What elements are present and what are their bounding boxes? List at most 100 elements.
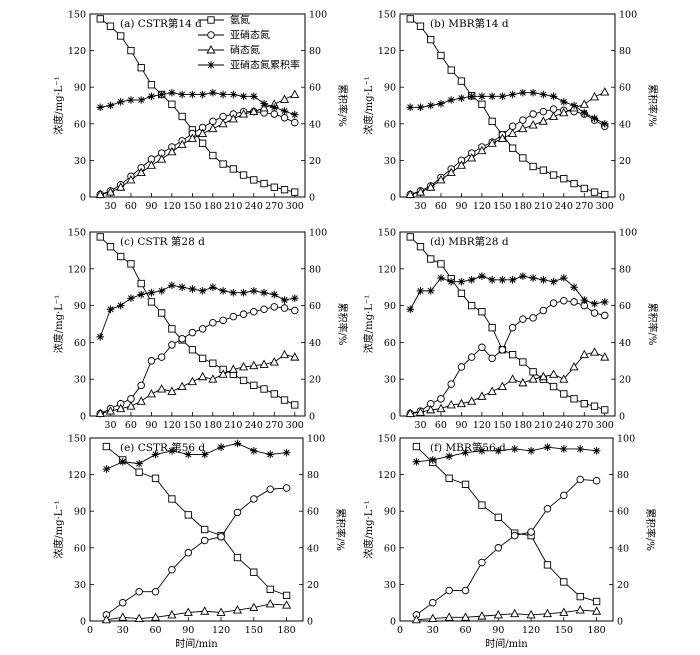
data-point-nitrite — [494, 544, 503, 552]
series-ammonia — [96, 233, 299, 409]
series-nitrate — [405, 87, 610, 199]
legend-label: 亚硝态氮 — [230, 29, 270, 42]
data-point-nitrate — [589, 92, 600, 101]
data-point-accumulation — [510, 445, 519, 453]
y2-tick-label: 40 — [619, 338, 631, 349]
data-point-nitrate — [200, 606, 210, 615]
data-point-nitrate — [456, 160, 466, 169]
data-point-ammonia — [151, 474, 160, 482]
y2-axis-label: 累积率/% — [646, 84, 659, 127]
data-point-nitrite — [592, 476, 601, 485]
x-tick-label: 0 — [397, 625, 403, 636]
data-point-accumulation — [570, 283, 578, 291]
x-tick-label: 90 — [145, 420, 157, 431]
data-point-nitrate — [167, 146, 177, 156]
data-point-ammonia — [570, 395, 578, 403]
y-tick-label: 30 — [74, 580, 86, 591]
data-point-accumulation — [600, 298, 609, 306]
data-point-accumulation — [282, 448, 291, 457]
data-point-nitrite — [539, 306, 548, 315]
data-point-nitrate — [157, 154, 167, 163]
x-tick-label: 120 — [212, 625, 230, 636]
data-point-nitrite — [119, 598, 127, 607]
data-point-accumulation — [590, 299, 599, 308]
data-point-nitrate — [518, 123, 528, 133]
data-point-nitrate — [177, 381, 187, 391]
y2-tick-label: 20 — [309, 375, 321, 386]
data-point-ammonia — [447, 66, 455, 74]
plot-frame — [89, 13, 306, 198]
data-point-nitrate — [508, 374, 518, 383]
y-tick-label: 90 — [384, 83, 396, 94]
data-point-ammonia — [147, 298, 156, 306]
panel-f: 0 30 60 90 120 150 180 0 30 60 90 120 150 0 20 40 60 80 10… — [362, 434, 657, 651]
data-point-ammonia — [280, 186, 289, 194]
y2-tick-label: 0 — [619, 193, 625, 204]
x-tick-label: 60 — [125, 201, 137, 212]
y2-axis-label: 累积率/% — [336, 303, 349, 346]
data-point-nitrite — [168, 341, 176, 349]
x-tick-label: 90 — [182, 625, 194, 636]
data-point-accumulation — [106, 305, 115, 314]
y-tick-label: 30 — [74, 156, 86, 167]
data-point-accumulation — [168, 281, 176, 290]
data-point-nitrate — [290, 352, 300, 361]
data-point-nitrite — [250, 495, 258, 503]
data-point-nitrate — [146, 388, 156, 398]
data-point-nitrate — [290, 89, 300, 98]
series-nitrate — [101, 598, 292, 624]
series-nitrate — [95, 349, 300, 417]
data-point-accumulation — [488, 276, 496, 284]
data-point-nitrate — [259, 359, 269, 368]
x-tick-label: 180 — [278, 625, 296, 636]
data-point-accumulation — [445, 452, 453, 461]
legend-marker-nitrate — [206, 45, 216, 54]
data-point-nitrite — [437, 395, 445, 403]
data-point-accumulation — [508, 276, 517, 284]
legend-label: 亚硝态氮累积率 — [230, 59, 300, 72]
x-tick-label: 150 — [245, 625, 263, 636]
y2-tick-label: 100 — [309, 10, 327, 21]
data-point-nitrite — [467, 353, 476, 361]
data-point-nitrate — [446, 400, 456, 409]
data-point-ammonia — [560, 390, 568, 398]
plot-frame — [399, 13, 616, 198]
panel-a: 30 60 90 120 150 180 210 240 270 3000306090120150… — [52, 10, 349, 213]
data-point-accumulation — [447, 277, 455, 286]
data-point-accumulation — [127, 96, 135, 104]
data-point-nitrate — [218, 369, 228, 378]
data-point-nitrite — [239, 310, 248, 318]
data-point-nitrite — [488, 354, 496, 363]
data-point-ammonia — [291, 188, 299, 196]
data-point-nitrite — [219, 112, 227, 121]
y-tick-label: 90 — [384, 507, 396, 518]
data-point-nitrate — [549, 111, 559, 120]
y2-tick-label: 100 — [617, 434, 635, 445]
data-point-ammonia — [233, 553, 242, 562]
legend-marker-nitrite — [207, 31, 215, 39]
data-point-ammonia — [576, 592, 584, 601]
data-point-accumulation — [188, 90, 197, 99]
data-point-accumulation — [106, 101, 115, 110]
data-point-ammonia — [457, 289, 466, 297]
data-point-nitrate — [487, 386, 497, 395]
data-point-nitrate — [542, 608, 553, 618]
plot-frame — [89, 437, 304, 622]
data-point-accumulation — [412, 457, 421, 466]
y-tick-label: 150 — [378, 10, 396, 21]
data-point-nitrate — [477, 145, 487, 155]
data-point-ammonia — [127, 46, 135, 55]
data-point-accumulation — [447, 96, 455, 104]
x-tick-label: 180 — [514, 201, 532, 212]
data-point-nitrite — [498, 346, 507, 354]
data-point-nitrate — [589, 347, 600, 356]
x-tick-label: 30 — [104, 201, 116, 212]
y-tick-label: 90 — [384, 301, 396, 312]
y-tick-label: 60 — [74, 119, 86, 130]
data-point-accumulation — [219, 90, 227, 99]
data-point-ammonia — [117, 32, 125, 40]
data-point-accumulation — [229, 90, 238, 99]
data-point-nitrate — [146, 160, 156, 169]
x-tick-label: 120 — [163, 201, 181, 212]
